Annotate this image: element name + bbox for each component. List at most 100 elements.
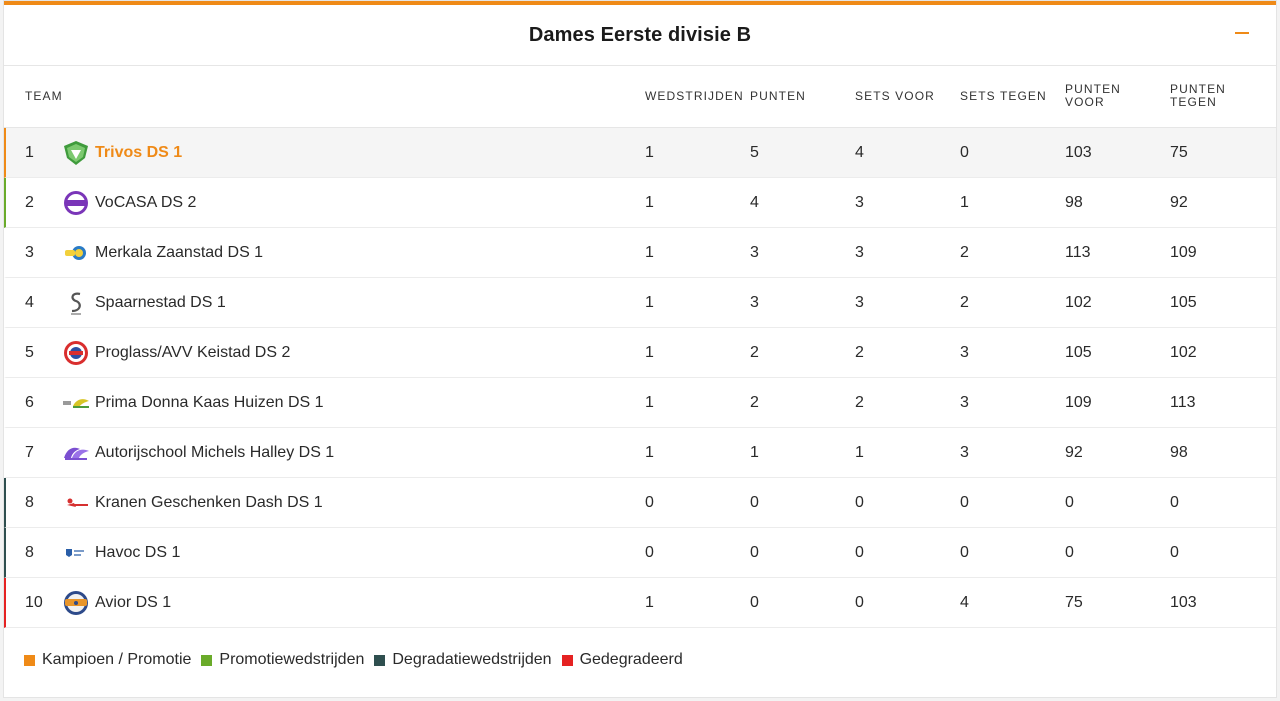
team-name[interactable]: Merkala Zaanstad DS 1: [95, 244, 264, 261]
punten-voor-value: 103: [1065, 144, 1092, 161]
sets-voor-value: 2: [855, 394, 864, 411]
legend-item-degradatie: Degradatiewedstrijden: [374, 651, 552, 669]
punten-tegen-value: 113: [1170, 394, 1196, 411]
wedstrijden-value: 0: [645, 544, 654, 561]
huizen-logo-icon: [62, 390, 90, 416]
position: 2: [25, 194, 34, 211]
table-row[interactable]: 8 Kranen Geschenken Dash DS 1 0 0 0 0 0 …: [4, 478, 1276, 528]
column-header-punten-voor-line2: VOOR: [1065, 95, 1105, 109]
team-name[interactable]: Avior DS 1: [95, 594, 172, 611]
column-header-sets-voor[interactable]: SETS VOOR: [855, 89, 935, 103]
team-name[interactable]: Prima Donna Kaas Huizen DS 1: [95, 394, 324, 411]
team-name[interactable]: VoCASA DS 2: [95, 194, 197, 211]
table-row[interactable]: 2 VoCASA DS 2 1 4 3 1 98 92: [4, 178, 1276, 228]
punten-value: 0: [750, 544, 759, 561]
trivos-logo-icon: [62, 140, 90, 166]
sets-tegen-value: 4: [960, 594, 969, 611]
position: 7: [25, 444, 34, 461]
column-header-sets-tegen[interactable]: SETS TEGEN: [960, 89, 1047, 103]
sets-voor-value: 3: [855, 294, 864, 311]
punten-voor-value: 0: [1065, 494, 1074, 511]
minus-icon: [1235, 32, 1249, 34]
legend-swatch-green: [201, 654, 213, 666]
sets-voor-value: 2: [855, 344, 864, 361]
punten-value: 3: [750, 294, 759, 311]
legend-label: Kampioen / Promotie: [42, 651, 192, 668]
table-row[interactable]: 7 Autorijschool Michels Halley DS 1 1 1 …: [4, 428, 1276, 478]
table-row[interactable]: 5 Proglass/AVV Keistad DS 2 1 2 2 3 105 …: [4, 328, 1276, 378]
sets-tegen-value: 3: [960, 394, 969, 411]
sets-tegen-value: 3: [960, 444, 969, 461]
punten-value: 0: [750, 594, 759, 611]
column-header-punten-tegen-line1: PUNTEN: [1170, 82, 1226, 96]
panel-header[interactable]: Dames Eerste divisie B: [4, 5, 1276, 66]
punten-voor-value: 109: [1065, 394, 1092, 411]
wedstrijden-value: 1: [645, 444, 654, 461]
table-header: TEAM WEDSTRIJDEN PUNTEN SETS VOOR SETS T…: [4, 66, 1276, 128]
position: 4: [25, 294, 34, 311]
spaarnestad-logo-icon: [62, 290, 90, 316]
table-row[interactable]: 1 Trivos DS 1 1 5 4 0 103 75: [4, 128, 1276, 178]
sets-tegen-value: 1: [960, 194, 969, 211]
team-name[interactable]: Proglass/AVV Keistad DS 2: [95, 344, 291, 361]
avior-logo-icon: [62, 590, 90, 616]
vocasa-logo-icon: [62, 190, 90, 216]
column-header-punten-tegen[interactable]: PUNTEN TEGEN: [1170, 83, 1226, 109]
table-row[interactable]: 8 Havoc DS 1 0 0 0 0 0 0: [4, 528, 1276, 578]
punten-tegen-value: 105: [1170, 294, 1197, 311]
punten-voor-value: 92: [1065, 444, 1083, 461]
punten-value: 4: [750, 194, 759, 211]
wedstrijden-value: 1: [645, 144, 654, 161]
punten-voor-value: 105: [1065, 344, 1092, 361]
position: 5: [25, 344, 34, 361]
punten-tegen-value: 102: [1170, 344, 1197, 361]
sets-voor-value: 0: [855, 494, 864, 511]
wedstrijden-value: 1: [645, 194, 654, 211]
punten-tegen-value: 0: [1170, 494, 1179, 511]
halley-logo-icon: [62, 440, 90, 466]
team-name[interactable]: Spaarnestad DS 1: [95, 294, 226, 311]
column-header-punten[interactable]: PUNTEN: [750, 89, 806, 103]
standings-body: 1 Trivos DS 1 1 5 4 0 103 75 2: [4, 128, 1276, 628]
sets-voor-value: 3: [855, 244, 864, 261]
sets-voor-value: 0: [855, 594, 864, 611]
legend-item-promotie: Promotiewedstrijden: [201, 651, 364, 669]
table-row[interactable]: 4 Spaarnestad DS 1 1 3 3 2 102 105: [4, 278, 1276, 328]
column-header-punten-voor[interactable]: PUNTEN VOOR: [1065, 83, 1121, 109]
collapse-button[interactable]: [1232, 23, 1252, 43]
punten-tegen-value: 109: [1170, 244, 1197, 261]
punten-tegen-value: 103: [1170, 594, 1197, 611]
team-name[interactable]: Trivos DS 1: [95, 144, 183, 161]
legend-label: Degradatiewedstrijden: [392, 651, 552, 668]
merkala-logo-icon: [62, 240, 90, 266]
havoc-logo-icon: [62, 540, 90, 566]
punten-voor-value: 98: [1065, 194, 1083, 211]
keistad-logo-icon: [62, 340, 90, 366]
sets-voor-value: 4: [855, 144, 864, 161]
team-name[interactable]: Havoc DS 1: [95, 544, 181, 561]
sets-tegen-value: 0: [960, 494, 969, 511]
column-header-team[interactable]: TEAM: [25, 89, 63, 103]
position: 1: [25, 144, 34, 161]
sets-tegen-value: 2: [960, 294, 969, 311]
legend-label: Gedegradeerd: [579, 651, 683, 668]
punten-value: 2: [750, 394, 759, 411]
team-name[interactable]: Autorijschool Michels Halley DS 1: [95, 444, 335, 461]
column-header-wedstrijden[interactable]: WEDSTRIJDEN: [645, 89, 744, 103]
team-name[interactable]: Kranen Geschenken Dash DS 1: [95, 494, 323, 511]
sets-voor-value: 3: [855, 194, 864, 211]
legend-swatch-red: [561, 654, 573, 666]
wedstrijden-value: 1: [645, 594, 654, 611]
dash-logo-icon: [62, 490, 90, 516]
wedstrijden-value: 1: [645, 294, 654, 311]
table-row[interactable]: 10 Avior DS 1 1 0 0 4 75 103: [4, 578, 1276, 628]
punten-voor-value: 113: [1065, 244, 1091, 261]
legend-item-gedegradeerd: Gedegradeerd: [561, 651, 683, 669]
punten-tegen-value: 0: [1170, 544, 1179, 561]
sets-voor-value: 1: [855, 444, 864, 461]
punten-tegen-value: 75: [1170, 144, 1188, 161]
punten-tegen-value: 92: [1170, 194, 1188, 211]
table-row[interactable]: 3 Merkala Zaanstad DS 1 1 3 3 2 113 109: [4, 228, 1276, 278]
position: 6: [25, 394, 34, 411]
table-row[interactable]: 6 Prima Donna Kaas Huizen DS 1 1 2 2 3 1…: [4, 378, 1276, 428]
